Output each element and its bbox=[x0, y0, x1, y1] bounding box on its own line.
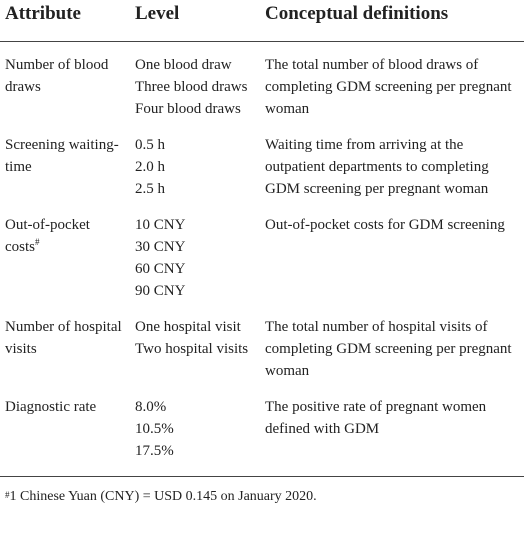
level: One hospital visit bbox=[135, 319, 241, 335]
column-header: Attribute bbox=[0, 0, 130, 42]
table-row: Number of hospital visits One hospital vi… bbox=[0, 309, 524, 389]
table: Attribute Level Conceptual definitions Num… bbox=[0, 0, 524, 477]
attribute-cell: Diagnostic rate bbox=[0, 389, 130, 477]
level: 8.0% bbox=[135, 399, 167, 415]
level: 90 CNY bbox=[135, 283, 186, 299]
header-row: Attribute Level Conceptual definitions bbox=[0, 0, 524, 42]
column-header: Conceptual definitions bbox=[260, 0, 524, 42]
definition: The total number of blood draws of compl… bbox=[265, 57, 512, 117]
attribute-cell: Out-of-pocket costs# bbox=[0, 207, 130, 309]
level: 0.5 h bbox=[135, 137, 165, 153]
level-cell: One hospital visit Two hospital visits bbox=[130, 309, 260, 389]
attribute: Screening waiting-time bbox=[5, 137, 119, 175]
footnote-mark: # bbox=[5, 490, 10, 500]
level: Three blood draws bbox=[135, 79, 248, 95]
attribute: Number of blood draws bbox=[5, 57, 109, 95]
table-row: Screening waiting-time 0.5 h 2.0 h 2.5 h Wai… bbox=[0, 127, 524, 207]
level: Four blood draws bbox=[135, 101, 241, 117]
column-header: Level bbox=[130, 0, 260, 42]
table-row: Diagnostic rate 8.0% 10.5% 17.5% The positiv… bbox=[0, 389, 524, 477]
table-body: Number of blood draws One blood draw Three… bbox=[0, 42, 524, 477]
definition: The positive rate of pregnant women defi… bbox=[265, 399, 487, 437]
attribute-cell: Screening waiting-time bbox=[0, 127, 130, 207]
table-row: Out-of-pocket costs# 10 CNY 30 CNY 60 CNY 90… bbox=[0, 207, 524, 309]
level: 60 CNY bbox=[135, 261, 186, 277]
definition: The total number of hospital visits of c… bbox=[265, 319, 512, 379]
attribute: Diagnostic rate bbox=[5, 399, 97, 415]
level: 17.5% bbox=[135, 443, 174, 459]
level-cell: 0.5 h 2.0 h 2.5 h bbox=[130, 127, 260, 207]
attribute: Out-of-pocket costs bbox=[5, 217, 90, 255]
level: 2.0 h bbox=[135, 159, 165, 175]
level: 10.5% bbox=[135, 421, 174, 437]
level: Two hospital visits bbox=[135, 341, 249, 357]
footnote-text: 1 Chinese Yuan (CNY) = USD 0.145 on Janu… bbox=[9, 489, 317, 504]
level: 10 CNY bbox=[135, 217, 186, 233]
level: 30 CNY bbox=[135, 239, 186, 255]
level-cell: 8.0% 10.5% 17.5% bbox=[130, 389, 260, 477]
attribute-cell: Number of blood draws bbox=[0, 42, 130, 128]
note-mark: # bbox=[35, 237, 40, 247]
table-row: Number of blood draws One blood draw Three… bbox=[0, 42, 524, 128]
level-cell: One blood draw Three blood draws Four bloo… bbox=[130, 42, 260, 128]
footnote: #1 Chinese Yuan (CNY) = USD 0.145 on Jan… bbox=[0, 477, 524, 505]
level-cell: 10 CNY 30 CNY 60 CNY 90 CNY bbox=[130, 207, 260, 309]
level: 2.5 h bbox=[135, 181, 165, 197]
attribute: Number of hospital visits bbox=[5, 319, 122, 357]
level: One blood draw bbox=[135, 57, 232, 73]
definition: Waiting time from arriving at the outpat… bbox=[265, 137, 489, 197]
definition: Out-of-pocket costs for GDM screening bbox=[265, 217, 505, 233]
attribute-cell: Number of hospital visits bbox=[0, 309, 130, 389]
